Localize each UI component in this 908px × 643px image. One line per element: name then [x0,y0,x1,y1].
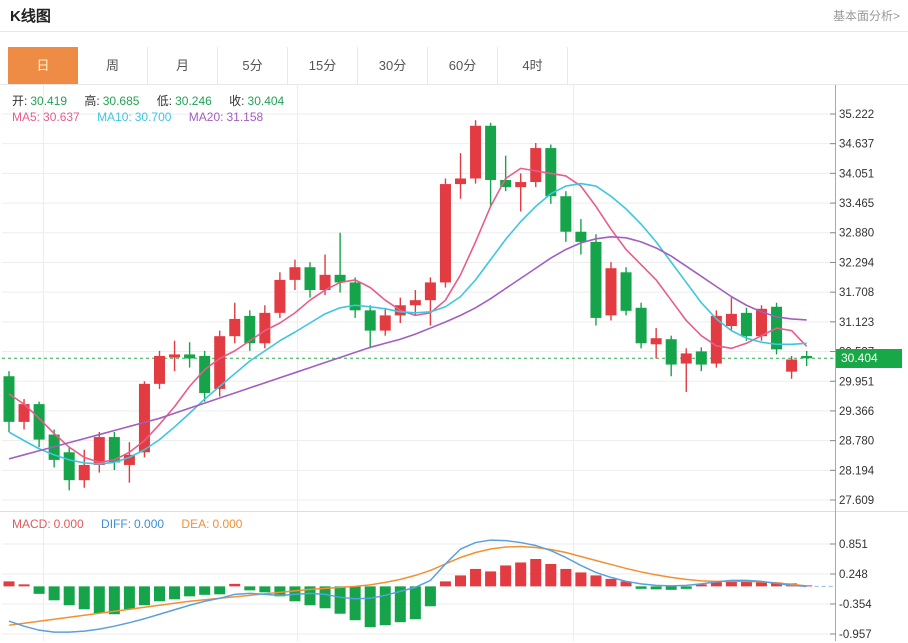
svg-text:27.609: 27.609 [839,495,874,507]
tab-60min[interactable]: 60分 [428,47,498,84]
svg-text:29.951: 29.951 [839,376,874,388]
svg-text:28.780: 28.780 [839,436,874,448]
svg-text:35.222: 35.222 [839,109,874,121]
tab-30min[interactable]: 30分 [358,47,428,84]
title-divider [0,31,908,32]
svg-text:-0.957: -0.957 [839,629,872,641]
tab-day[interactable]: 日 [8,47,78,84]
page-title: K线图 [10,8,51,25]
svg-text:0.248: 0.248 [839,569,868,581]
svg-text:32.294: 32.294 [839,257,875,269]
tab-5min[interactable]: 5分 [218,47,288,84]
tab-month[interactable]: 月 [148,47,218,84]
svg-text:-0.354: -0.354 [839,599,872,611]
current-price-tag: 30.404 [836,348,902,368]
svg-text:29.366: 29.366 [839,406,874,418]
svg-text:31.708: 31.708 [839,287,874,299]
svg-text:0.851: 0.851 [839,539,868,551]
svg-text:31.123: 31.123 [839,317,874,329]
tab-underline [0,84,908,85]
svg-text:34.637: 34.637 [839,139,874,151]
svg-text:32.880: 32.880 [839,228,874,240]
svg-text:33.465: 33.465 [839,198,874,210]
fundamental-analysis-link[interactable]: 基本面分析> [832,9,900,23]
tab-week[interactable]: 周 [78,47,148,84]
tab-15min[interactable]: 15分 [288,47,358,84]
svg-text:28.194: 28.194 [839,465,875,477]
tab-4hour[interactable]: 4时 [498,47,568,84]
svg-text:34.051: 34.051 [839,168,874,180]
period-tab-bar: 日 周 月 5分 15分 30分 60分 4时 [8,47,568,84]
